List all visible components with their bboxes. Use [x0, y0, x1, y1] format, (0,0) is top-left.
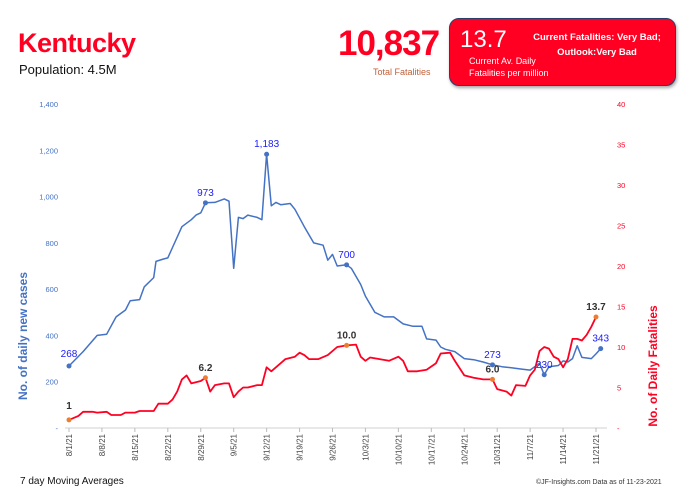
- current-rate-value: 13.7: [460, 26, 507, 53]
- x-tick-label: 8/15/21: [131, 433, 140, 460]
- y-right-tick-label: 25: [617, 222, 625, 231]
- fatalities-data-label: 1: [66, 401, 72, 412]
- x-tick-label: 9/12/21: [263, 433, 272, 460]
- x-tick-label: 10/3/21: [361, 433, 370, 460]
- y-right-tick-label: 35: [617, 141, 625, 150]
- y-left-tick-label: 1,000: [39, 193, 58, 202]
- cases-marker: [344, 262, 350, 268]
- total-fatalities-label: Total Fatalities: [373, 67, 431, 77]
- y-right-tick-label: 5: [617, 384, 621, 393]
- x-tick-label: 10/17/21: [427, 433, 436, 465]
- fatalities-marker: [66, 417, 72, 423]
- state-title: Kentucky: [18, 28, 136, 58]
- status-line-2: Outlook:Very Bad: [557, 47, 637, 58]
- x-tick-label: 9/19/21: [296, 433, 305, 460]
- current-rate-label-2: Fatalities per million: [469, 68, 549, 78]
- population-label: Population: 4.5M: [19, 62, 117, 77]
- y-right-tick-label: 20: [617, 262, 625, 271]
- cases-data-label: 343: [592, 334, 609, 345]
- x-tick-label: 11/14/21: [559, 433, 568, 464]
- fatalities-marker: [344, 342, 350, 348]
- fatalities-line: [68, 316, 597, 421]
- cases-marker: [489, 362, 495, 368]
- cases-data-label: 230: [536, 360, 553, 371]
- fatalities-marker: [202, 375, 208, 381]
- fatalities-marker: [593, 314, 599, 320]
- fatalities-marker: [489, 376, 495, 382]
- y-left-tick-label: 800: [45, 239, 58, 248]
- y-right-tick-label: 15: [617, 303, 625, 312]
- footer-note: 7 day Moving Averages: [20, 476, 124, 487]
- y-left-tick-label: -: [56, 424, 59, 433]
- cases-marker: [66, 363, 72, 369]
- y-right-axis-title: No. of Daily Fatalities: [646, 305, 660, 427]
- x-tick-label: 8/22/21: [164, 433, 173, 460]
- status-line-1: Current Fatalities: Very Bad;: [533, 32, 661, 43]
- cases-data-label: 700: [338, 250, 355, 261]
- y-left-tick-label: 1,200: [39, 146, 58, 155]
- cases-marker: [202, 200, 208, 206]
- current-rate-box: 13.7 Current Av. Daily Fatalities per mi…: [449, 18, 676, 86]
- current-rate-label: Current Av. Daily Fatalities per million: [469, 55, 549, 79]
- cases-data-label: 1,183: [254, 139, 279, 150]
- x-tick-label: 9/5/21: [230, 433, 239, 456]
- fatalities-data-label: 10.0: [337, 330, 357, 341]
- x-tick-label: 8/8/21: [98, 433, 107, 456]
- y-left-tick-label: 400: [45, 331, 58, 340]
- y-right-tick-label: -: [617, 424, 620, 433]
- fatalities-data-label: 6.0: [486, 364, 500, 375]
- y-right-tick-label: 10: [617, 343, 625, 352]
- x-tick-label: 11/21/21: [592, 433, 601, 464]
- y-left-axis-title: No. of daily new cases: [16, 272, 30, 400]
- x-tick-label: 10/10/21: [394, 433, 403, 465]
- y-left-tick-label: 200: [45, 378, 58, 387]
- y-left-tick-label: 600: [45, 285, 58, 294]
- total-fatalities-value: 10,837: [338, 24, 440, 63]
- x-tick-label: 9/26/21: [329, 433, 338, 460]
- y-right-tick-label: 40: [617, 100, 625, 109]
- cases-marker: [541, 372, 547, 378]
- current-rate-label-1: Current Av. Daily: [469, 56, 536, 66]
- cases-marker: [264, 151, 270, 157]
- fatalities-data-label: 13.7: [586, 302, 606, 313]
- footer-credit: ©JF-Insights.com Data as of 11-23-2021: [536, 479, 662, 486]
- cases-data-label: 268: [61, 349, 78, 360]
- x-tick-label: 8/29/21: [197, 433, 206, 460]
- x-tick-label: 8/1/21: [65, 433, 74, 456]
- x-tick-label: 11/7/21: [526, 433, 535, 460]
- x-tick-label: 10/24/21: [460, 433, 469, 465]
- cases-data-label: 973: [197, 188, 214, 199]
- y-right-tick-label: 30: [617, 181, 625, 190]
- fatalities-data-label: 6.2: [199, 363, 213, 374]
- x-tick-label: 10/31/21: [493, 433, 502, 465]
- y-left-tick-label: 1,400: [39, 100, 58, 109]
- cases-marker: [598, 346, 604, 352]
- status-text: Current Fatalities: Very Bad; Outlook:Ve…: [522, 30, 672, 60]
- cases-line: [68, 153, 602, 376]
- cases-data-label: 273: [484, 350, 501, 361]
